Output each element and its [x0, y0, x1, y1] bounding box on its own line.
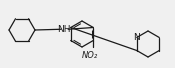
- Text: N: N: [133, 33, 140, 42]
- Text: NH: NH: [57, 25, 71, 34]
- Text: NO₂: NO₂: [82, 51, 98, 60]
